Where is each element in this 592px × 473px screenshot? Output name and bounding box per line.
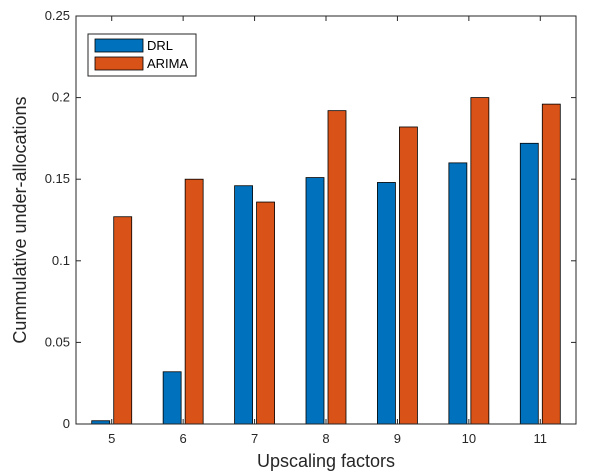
y-tick-label: 0.2 — [52, 90, 70, 105]
bar-arima-7 — [256, 201, 275, 425]
y-tick-label: 0 — [63, 416, 70, 431]
x-tick-label: 9 — [394, 431, 401, 446]
bar-drl-11 — [519, 142, 539, 425]
bar-drl-10 — [448, 162, 468, 425]
x-tick-label: 7 — [251, 431, 258, 446]
legend-label-arima: ARIMA — [147, 56, 189, 71]
y-tick-label: 0.1 — [52, 253, 70, 268]
bar-arima-6 — [184, 178, 204, 425]
bar-arima-10 — [470, 97, 490, 425]
y-tick-label: 0.15 — [45, 171, 70, 186]
legend-swatch-drl — [94, 38, 144, 53]
bar-drl-8 — [305, 177, 325, 425]
legend-label-drl: DRL — [147, 38, 173, 53]
y-tick-label: 0.05 — [45, 334, 70, 349]
x-axis-label: Upscaling factors — [257, 451, 395, 471]
x-tick-label: 5 — [108, 431, 115, 446]
bar-arima-5 — [113, 216, 133, 425]
x-ticks-group: 5 6 7 8 9 10 11 — [108, 16, 547, 446]
x-tick-label: 10 — [462, 431, 476, 446]
legend: DRL ARIMA — [87, 33, 197, 77]
bar-drl-9 — [377, 182, 396, 425]
x-tick-label: 8 — [322, 431, 329, 446]
plot-frame — [75, 15, 577, 425]
bar-arima-9 — [399, 126, 418, 425]
legend-swatch-arima — [94, 56, 144, 71]
y-tick-label: 0.25 — [45, 8, 70, 23]
x-tick-label: 11 — [534, 431, 548, 446]
y-ticks-group: 0 0.05 0.1 0.15 0.2 0.25 — [45, 8, 576, 431]
bar-arima-11 — [541, 103, 561, 425]
plot-area — [76, 16, 576, 424]
x-tick-label: 6 — [180, 431, 187, 446]
bar-drl-6 — [162, 371, 182, 425]
bar-arima-8 — [327, 110, 347, 425]
bars-group — [91, 97, 561, 425]
y-axis-label: Cummulative under-allocations — [10, 96, 30, 343]
bar-drl-7 — [234, 185, 253, 425]
